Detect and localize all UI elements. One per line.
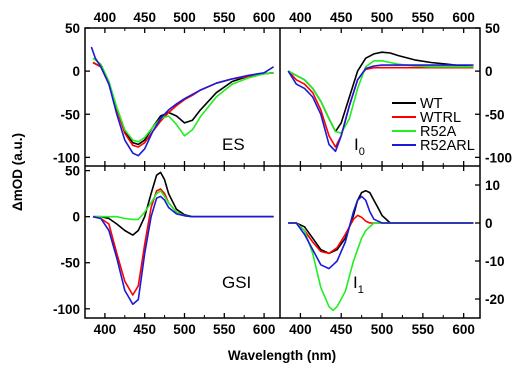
- y-tick-label-i1--20: -20: [485, 292, 505, 307]
- series-line-i1-wtrl: [288, 214, 474, 255]
- y-tick-label-i0-50: 50: [485, 21, 500, 36]
- panel-label-i0-sub: 0: [359, 146, 365, 158]
- series-line-i1-r52arl: [288, 195, 474, 270]
- x-tick-label-gsi-400: 400: [94, 322, 117, 337]
- series-line-es-r52arl: [90, 46, 275, 157]
- data-curves: [90, 46, 474, 312]
- axis-ticks: [85, 27, 480, 318]
- y-tick-label-i0-0: 0: [485, 64, 493, 79]
- plot-frame: [84, 27, 481, 319]
- series-line-gsi-wt: [93, 171, 274, 236]
- y-tick-label-gsi--50: -50: [60, 256, 80, 271]
- x-tick-label-top-es-500: 500: [173, 10, 196, 25]
- legend-label-wt: WT: [420, 96, 443, 112]
- x-tick-label-top-i0-500: 500: [371, 10, 394, 25]
- y-tick-label-gsi--100: -100: [53, 302, 80, 317]
- y-tick-label-es-0: 0: [72, 64, 80, 79]
- panel-label-i0-main: I: [354, 135, 359, 154]
- y-tick-label-es-50: 50: [65, 21, 80, 36]
- panel-label-gsi: GSI: [222, 273, 251, 292]
- legend-label-r52a: R52A: [420, 124, 457, 140]
- y-tick-label-i1--10: -10: [485, 254, 505, 269]
- x-tick-label-i1-600: 600: [452, 322, 475, 337]
- panel-label-i1-sub: 1: [358, 284, 364, 296]
- x-tick-label-gsi-450: 450: [133, 322, 156, 337]
- y-tick-label-i1-10: 10: [485, 178, 500, 193]
- legend-label-wtrl: WTRL: [420, 110, 461, 126]
- series-line-i0-r52arl: [287, 64, 474, 153]
- x-tick-label-top-es-400: 400: [94, 10, 117, 25]
- chart-frame-layer: [84, 27, 481, 319]
- y-tick-label-gsi-0: 0: [72, 210, 80, 225]
- y-tick-label-i0--50: -50: [485, 107, 505, 122]
- y-tick-label-i0--100: -100: [485, 150, 512, 165]
- x-tick-label-i1-450: 450: [330, 322, 353, 337]
- y-tick-label-es--100: -100: [53, 150, 80, 165]
- y-tick-label-i1-0: 0: [485, 216, 493, 231]
- series-line-i1-r52a: [288, 222, 474, 312]
- panel-label-i1: I1: [353, 273, 364, 296]
- x-tick-label-i1-500: 500: [371, 322, 394, 337]
- x-tick-label-gsi-550: 550: [213, 322, 236, 337]
- series-line-i0-r52a: [287, 60, 474, 134]
- y-axis-title: ΔmOD (a.u.): [10, 133, 25, 211]
- x-axis-title: Wavelength (nm): [228, 348, 336, 363]
- x-tick-label-top-es-450: 450: [133, 10, 156, 25]
- x-tick-label-top-es-600: 600: [253, 10, 276, 25]
- x-tick-label-i1-550: 550: [412, 322, 435, 337]
- x-tick-label-top-i0-600: 600: [452, 10, 475, 25]
- x-tick-label-top-es-550: 550: [213, 10, 236, 25]
- x-tick-label-gsi-600: 600: [253, 322, 276, 337]
- series-line-es-r52a: [92, 57, 274, 143]
- y-tick-label-es--50: -50: [60, 107, 80, 122]
- x-tick-label-gsi-500: 500: [173, 322, 196, 337]
- y-tick-label-gsi-50: 50: [65, 164, 80, 179]
- panel-label-i1-main: I: [353, 273, 358, 292]
- series-line-es-wt: [92, 61, 274, 146]
- x-tick-label-i1-400: 400: [289, 322, 312, 337]
- x-tick-label-top-i0-550: 550: [412, 10, 435, 25]
- x-tick-label-top-i0-400: 400: [289, 10, 312, 25]
- x-tick-label-top-i0-450: 450: [330, 10, 353, 25]
- series-line-gsi-r52arl: [92, 195, 274, 305]
- panel-label-es: ES: [222, 135, 245, 154]
- panel-label-i0: I0: [354, 135, 365, 158]
- legend-label-r52arl: R52ARL: [420, 138, 475, 154]
